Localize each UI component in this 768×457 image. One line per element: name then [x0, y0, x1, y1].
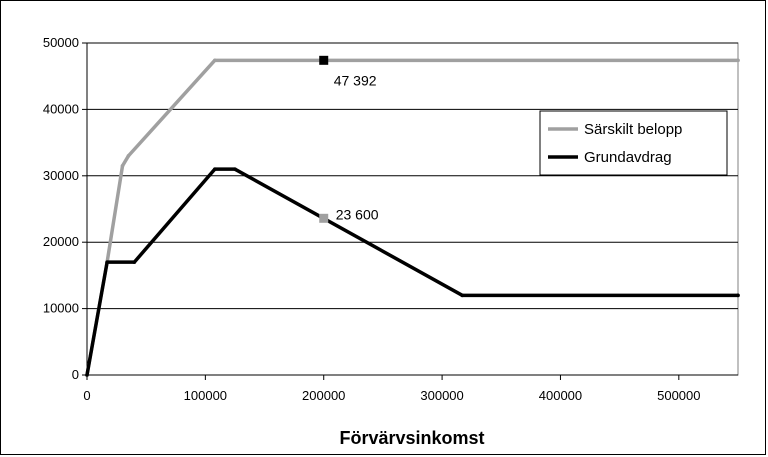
series-0-point-4: [213, 58, 217, 63]
gridlines: [87, 42, 738, 310]
x-tick-label-5: 500000: [657, 388, 700, 403]
y-tick-label-5: 50000: [43, 35, 79, 50]
series-1-point-2: [132, 260, 137, 264]
series-0-point-3: [126, 154, 131, 158]
annotation-label-0: 47 392: [334, 72, 377, 88]
y-tick-label-2: 20000: [43, 234, 79, 249]
legend-label-1: Grundavdrag: [584, 149, 672, 166]
x-tick-label-4: 400000: [539, 388, 582, 403]
annotation-marker-1: [319, 213, 329, 223]
series-1-point-5: [460, 293, 465, 298]
y-tick-label-1: 10000: [43, 301, 79, 316]
y-tick-label-3: 30000: [43, 168, 79, 183]
y-tick-label-4: 40000: [43, 101, 79, 116]
series-0-point-2: [120, 164, 125, 168]
series-1-point-6: [736, 293, 740, 298]
series-1-point-4: [233, 167, 237, 171]
plot-area: [86, 42, 739, 376]
annotation-marker-0: [319, 55, 329, 65]
x-tick-label-3: 300000: [420, 388, 463, 403]
y-tick-label-0: 0: [72, 367, 79, 382]
x-tick-label-2: 200000: [302, 388, 345, 403]
x-axis-label: Förvärvsinkomst: [339, 428, 484, 448]
series-1-point-1: [105, 260, 109, 264]
series-1-point-3: [213, 167, 217, 171]
x-tick-label-1: 100000: [184, 388, 227, 403]
annotation-label-1: 23 600: [336, 206, 379, 222]
legend-label-0: Särskilt belopp: [584, 121, 682, 138]
annotations: 47 392 23 600: [319, 55, 379, 223]
series-lines: [85, 58, 740, 377]
legend-box: [539, 110, 728, 176]
series-0-point-5: [736, 58, 740, 63]
series-1-point-0: [85, 373, 89, 377]
x-tick-label-0: 0: [83, 388, 90, 403]
legend: Särskilt belopp Grundavdrag: [539, 110, 728, 176]
